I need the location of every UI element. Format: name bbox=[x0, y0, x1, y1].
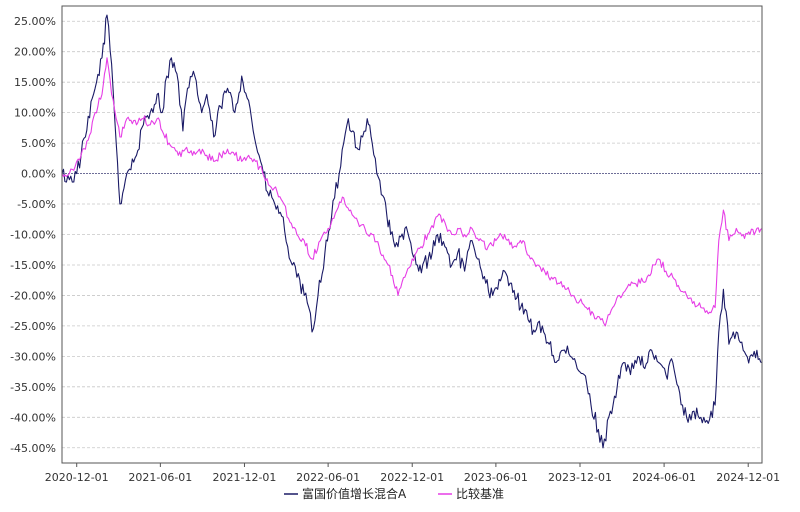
y-tick-label: -5.00% bbox=[17, 198, 56, 211]
y-tick-label: -40.00% bbox=[10, 411, 56, 424]
legend-label: 比较基准 bbox=[456, 486, 504, 501]
series-layer bbox=[61, 14, 763, 449]
legend-label: 富国价值增长混合A bbox=[302, 486, 407, 501]
y-tick-label: -10.00% bbox=[10, 229, 56, 242]
series-line-1 bbox=[61, 14, 763, 449]
y-tick-label: -45.00% bbox=[10, 442, 56, 455]
legend: 富国价值增长混合A 比较基准 bbox=[284, 486, 504, 501]
x-tick-label: 2022-06-01 bbox=[296, 471, 360, 484]
series-line-2 bbox=[61, 57, 763, 327]
y-tick-label: 0.00% bbox=[21, 168, 56, 181]
grid-layer bbox=[62, 20, 762, 449]
x-tick-label: 2021-06-01 bbox=[128, 471, 192, 484]
x-tick-label: 2023-12-01 bbox=[548, 471, 612, 484]
y-tick-label: -30.00% bbox=[10, 350, 56, 363]
x-tick-label: 2024-06-01 bbox=[632, 471, 696, 484]
y-tick-label: -20.00% bbox=[10, 289, 56, 302]
y-tick-label: 10.00% bbox=[14, 107, 56, 120]
y-tick-label: 15.00% bbox=[14, 76, 56, 89]
y-tick-label: -35.00% bbox=[10, 381, 56, 394]
x-tick-label: 2022-12-01 bbox=[380, 471, 444, 484]
x-tick-label: 2021-12-01 bbox=[213, 471, 277, 484]
y-tick-label: 20.00% bbox=[14, 46, 56, 59]
x-tick-label: 2020-12-01 bbox=[45, 471, 109, 484]
y-tick-label: 5.00% bbox=[21, 137, 56, 150]
y-tick-label: -15.00% bbox=[10, 259, 56, 272]
y-tick-label: -25.00% bbox=[10, 320, 56, 333]
x-tick-label: 2024-12-01 bbox=[716, 471, 780, 484]
x-tick-label: 2023-06-01 bbox=[464, 471, 528, 484]
x-axis-ticks: 2020-12-01 2021-06-01 2021-12-01 2022-06-01… bbox=[45, 463, 780, 484]
y-axis-ticks: 25.00% 20.00% 15.00% 10.00% 5.00% 0.00% -5.00%… bbox=[10, 15, 56, 455]
y-tick-label: 25.00% bbox=[14, 15, 56, 28]
